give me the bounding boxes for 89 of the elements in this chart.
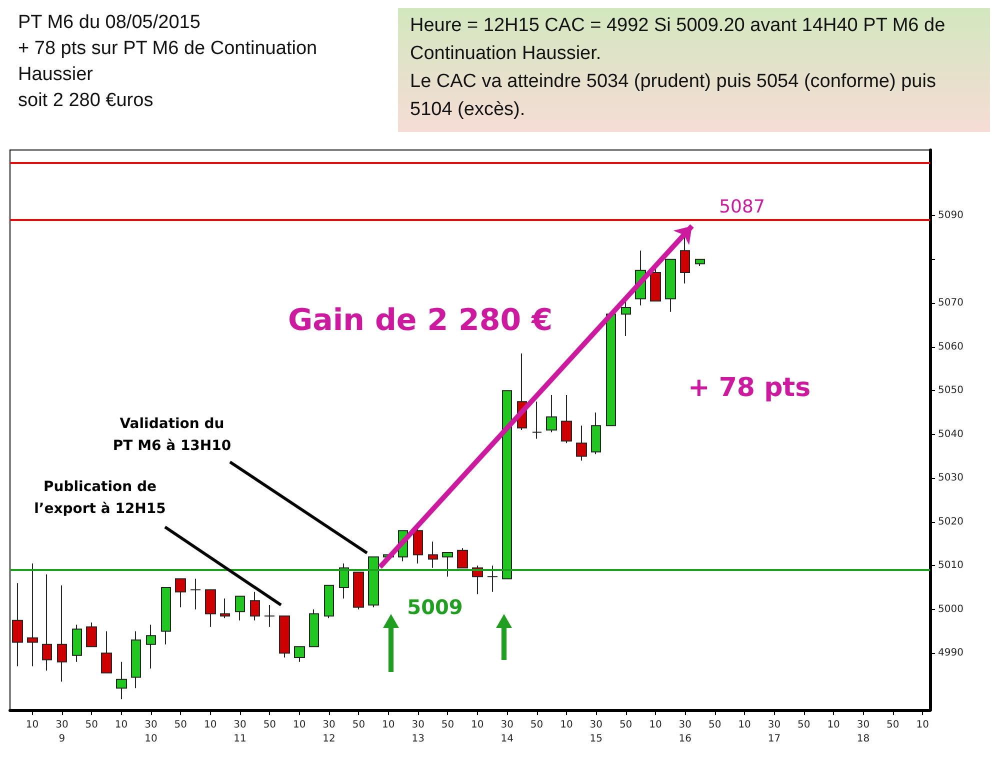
x-tick-label: 10: [916, 720, 929, 730]
candlestick: [235, 596, 245, 621]
candlestick: [561, 394, 572, 444]
candlestick: [86, 622, 97, 648]
candlestick: [665, 258, 676, 312]
x-tick-label: 10: [26, 720, 39, 730]
candlestick: [695, 258, 705, 266]
y-tick-label: 5010: [938, 560, 964, 572]
x-tick-label: 10: [649, 720, 662, 730]
annotation: 5087: [719, 196, 765, 218]
candlestick: [591, 412, 601, 455]
y-tick-label: 5070: [938, 298, 964, 309]
candlestick: [175, 578, 186, 608]
candlestick: [27, 562, 38, 667]
candlestick: [502, 390, 512, 580]
x-tick-label: 30 11: [234, 720, 246, 744]
x-tick-label: 10: [471, 720, 484, 730]
candlestick: [190, 578, 201, 610]
x-tick-label: 10: [827, 720, 840, 730]
x-tick-label: 30 10: [144, 720, 158, 744]
y-tick-label: 5050: [938, 385, 964, 396]
x-tick-label: 30 15: [590, 720, 602, 744]
candlestick: [532, 401, 542, 440]
y-tick-label: 4990: [938, 648, 964, 659]
x-tick-label: 30 18: [856, 720, 870, 744]
candlestick: [324, 584, 334, 619]
x-tick-label: 50: [886, 720, 900, 730]
candlestick: [413, 528, 423, 564]
candlestick: [72, 624, 82, 662]
x-tick-label: 10: [114, 720, 128, 730]
candlestick: [442, 552, 453, 578]
candlestick: [428, 541, 438, 568]
candlestick: [42, 574, 52, 672]
x-tick-label: 10: [560, 720, 573, 730]
candlestick: [457, 548, 468, 568]
candlestick: [116, 661, 127, 700]
x-tick-label: 10: [382, 720, 395, 730]
candlestick: [161, 587, 171, 645]
candlestick: [131, 630, 141, 689]
x-tick-label: 50: [174, 720, 188, 730]
candlestick: [546, 394, 557, 433]
y-tick-label: 5020: [938, 516, 964, 528]
candlestick: [101, 630, 112, 674]
x-tick-label: 50: [85, 720, 98, 730]
chart-title: PT M6 du 08/05/2015 + 78 pts sur PT M6 de Continuation Haussier soit 2 280 €uros: [18, 11, 318, 113]
x-tick-label: 30 14: [500, 720, 514, 744]
x-tick-label: 50: [619, 720, 632, 730]
x-tick-label: 10: [204, 720, 217, 730]
x-tick-label: 30 13: [412, 720, 424, 744]
annotation: Gain de 2 280 €: [288, 303, 552, 338]
x-tick-label: 50: [708, 720, 722, 730]
candlestick: [487, 565, 498, 592]
candlestick: [606, 314, 616, 426]
candlestick: [264, 604, 275, 628]
x-tick-label: 50: [352, 720, 366, 730]
x-tick-label: 30 12: [322, 720, 336, 744]
candlestick: [220, 598, 230, 619]
candlestick: [294, 646, 305, 662]
candlestick: [309, 608, 319, 648]
x-tick-label: 30 9: [56, 720, 68, 744]
x-tick-label: 30 16: [678, 720, 692, 744]
candlestick: [339, 562, 349, 599]
x-tick-label: 30 17: [768, 720, 781, 744]
candlestick: [57, 584, 67, 682]
x-tick-label: 50: [441, 720, 454, 730]
candlestick: [576, 425, 587, 462]
candlestick: [12, 582, 23, 667]
annotation: Publication de l’export à 12H15: [34, 479, 166, 517]
y-tick-label: 5090: [938, 210, 964, 222]
ref-line-label: 5009: [407, 595, 463, 619]
x-tick-label: 50: [530, 720, 544, 730]
x-tick-label: 10: [738, 720, 751, 730]
candlestick: [279, 615, 290, 658]
y-tick-label: 5060: [938, 341, 964, 352]
x-tick-label: 50: [263, 720, 276, 730]
y-tick-label: 5040: [938, 428, 964, 440]
annotation: + 78 pts: [688, 373, 811, 403]
candlestick: [353, 572, 364, 610]
y-tick-label: 5000: [938, 604, 964, 615]
candlestick: [250, 591, 260, 621]
chart-subtitle: Heure = 12H15 CAC = 4992 Si 5009.20 avant 14H40 PT M6 de Continuation Haussier. Le CAC va atteindre 5034 (prudent) puis 5054 (conforme) puis 5104 (excès).: [398, 8, 990, 132]
candlestick: [368, 556, 379, 608]
x-tick-label: 10: [292, 720, 306, 730]
candlestick: [146, 624, 156, 669]
candlestick: [680, 237, 690, 284]
y-tick-label: 5030: [938, 472, 964, 484]
candlestick: [205, 589, 216, 628]
annotation: Validation du PT M6 à 13H10: [112, 416, 232, 454]
x-tick-label: 50: [798, 720, 810, 730]
